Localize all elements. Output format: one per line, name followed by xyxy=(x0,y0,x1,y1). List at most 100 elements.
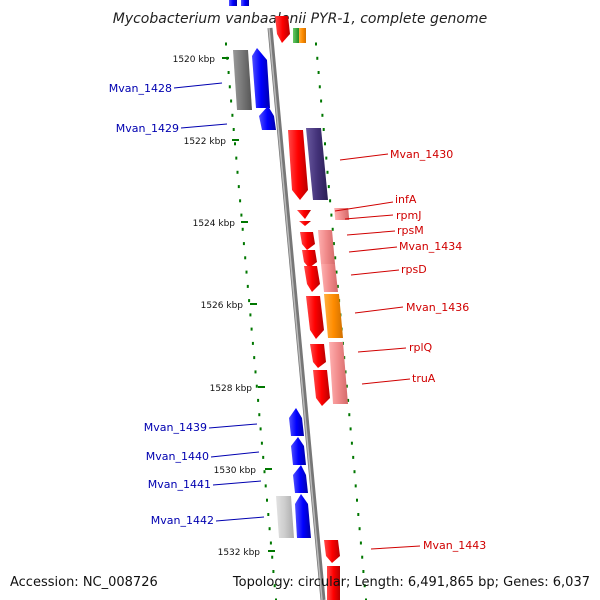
leader-line xyxy=(339,153,389,161)
scale-dot xyxy=(325,156,328,160)
scale-dot xyxy=(329,199,332,203)
leader-line xyxy=(361,378,411,385)
gene-box[interactable] xyxy=(318,230,335,264)
gene-arrow-forward[interactable] xyxy=(288,130,308,200)
leader-line xyxy=(210,451,260,458)
gene-label-left[interactable]: Mvan_1428 xyxy=(109,82,172,95)
gene-label-left[interactable]: Mvan_1429 xyxy=(116,122,179,135)
gene-arrow-forward[interactable] xyxy=(297,210,311,219)
scale-dot xyxy=(317,71,320,74)
scale-dot xyxy=(262,455,265,459)
gene-box[interactable] xyxy=(329,342,348,404)
scale-dot xyxy=(357,513,360,516)
scale-dot xyxy=(363,584,366,588)
gene-label-left[interactable]: Mvan_1441 xyxy=(148,478,211,491)
leader-line xyxy=(212,480,262,486)
scale-dot xyxy=(237,185,240,189)
right-strand-genes xyxy=(288,128,350,600)
scale-dot xyxy=(332,242,335,246)
scale-dot xyxy=(263,470,266,474)
gene-box-partial xyxy=(293,28,299,43)
left-gene-labels: Mvan_1428 Mvan_1429 Mvan_1439 Mvan_1440 … xyxy=(109,82,265,527)
gene-arrow-forward[interactable] xyxy=(300,232,315,250)
map-title: Mycobacterium vanbaalenii PYR-1, complet… xyxy=(113,11,488,27)
leader-line xyxy=(348,246,398,253)
left-strand-genes xyxy=(233,48,311,538)
scale-dot xyxy=(271,555,274,559)
top-partial-features xyxy=(229,0,306,43)
gene-box[interactable] xyxy=(321,264,338,292)
gene-arrow-partial xyxy=(241,0,249,6)
scale-dot xyxy=(248,299,251,303)
scale-dot xyxy=(244,256,247,260)
gene-arrow-reverse[interactable] xyxy=(289,408,304,436)
left-dotted-line xyxy=(225,42,277,600)
scale-dot xyxy=(258,413,261,417)
gene-label-right[interactable]: Mvan_1430 xyxy=(390,148,453,161)
gene-arrow-forward[interactable] xyxy=(313,370,330,406)
gene-label-right[interactable]: rpmJ xyxy=(396,209,421,222)
gene-arrow-forward[interactable] xyxy=(304,266,320,292)
gene-arrow-reverse[interactable] xyxy=(293,465,308,493)
gene-box-partial[interactable] xyxy=(327,566,340,600)
gene-label-right[interactable]: infA xyxy=(395,193,417,206)
right-gene-labels: Mvan_1430 infA rpmJ rpsM Mvan_1434 rpsD … xyxy=(334,148,486,552)
scale-tick-label: 1526 kbp xyxy=(201,301,244,311)
gene-box[interactable] xyxy=(306,128,328,200)
scale-dot xyxy=(334,256,337,260)
gene-label-left[interactable]: Mvan_1439 xyxy=(144,421,207,434)
gene-arrow-reverse[interactable] xyxy=(291,437,306,465)
gene-arrow-reverse[interactable] xyxy=(259,106,276,130)
leader-line xyxy=(173,82,223,89)
scale-dot xyxy=(225,42,227,46)
gene-label-right[interactable]: truA xyxy=(412,372,436,385)
gene-arrow-forward[interactable] xyxy=(310,344,326,368)
scale-dot xyxy=(268,527,271,531)
scale-dot xyxy=(253,356,256,360)
scale-dot xyxy=(240,213,243,217)
gene-arrow-partial xyxy=(275,16,290,43)
scale-dot xyxy=(234,142,236,146)
gene-box[interactable] xyxy=(233,50,252,110)
scale-dot xyxy=(322,128,325,131)
gene-arrow-forward[interactable] xyxy=(324,540,340,563)
scale-dot xyxy=(251,341,254,345)
scale-dot xyxy=(326,170,329,174)
scale-dot xyxy=(241,227,244,231)
gene-arrow-forward[interactable] xyxy=(302,250,317,268)
scale-dot xyxy=(232,128,235,131)
scale-dot xyxy=(316,56,319,60)
leader-line xyxy=(357,347,407,353)
gene-arrow-reverse[interactable] xyxy=(252,48,270,108)
leader-line xyxy=(215,516,265,522)
scale-tick-label: 1528 kbp xyxy=(210,384,253,394)
gene-label-right[interactable]: Mvan_1443 xyxy=(423,539,486,552)
gene-label-right[interactable]: Mvan_1434 xyxy=(399,240,462,253)
gene-label-left[interactable]: Mvan_1442 xyxy=(151,514,214,527)
gene-label-right[interactable]: rpsM xyxy=(397,224,424,237)
scale-dot xyxy=(318,85,321,89)
scale-dot xyxy=(315,42,317,46)
gene-arrow-forward[interactable] xyxy=(306,296,324,339)
leader-line xyxy=(354,306,404,314)
scale-tick-label: 1530 kbp xyxy=(214,466,257,476)
gene-label-right[interactable]: rplQ xyxy=(409,341,433,354)
gene-arrow-reverse[interactable] xyxy=(295,494,311,538)
gene-label-left[interactable]: Mvan_1440 xyxy=(146,450,209,463)
scale-dot xyxy=(231,113,234,117)
leader-line xyxy=(208,423,258,429)
scale-dot xyxy=(273,584,276,588)
gene-label-right[interactable]: rpsD xyxy=(401,263,427,276)
gene-arrow-forward[interactable] xyxy=(299,221,311,226)
scale-dot xyxy=(359,541,362,545)
scale-dot xyxy=(259,427,262,431)
gene-box-partial xyxy=(299,28,306,43)
scale-dot xyxy=(361,555,364,559)
scale-dot xyxy=(324,142,326,146)
gene-label-right[interactable]: Mvan_1436 xyxy=(406,301,469,314)
leader-line xyxy=(350,269,400,276)
gene-box[interactable] xyxy=(276,496,294,538)
scale-dot xyxy=(264,484,267,488)
gene-box[interactable] xyxy=(324,294,343,338)
scale-dot xyxy=(345,384,348,388)
